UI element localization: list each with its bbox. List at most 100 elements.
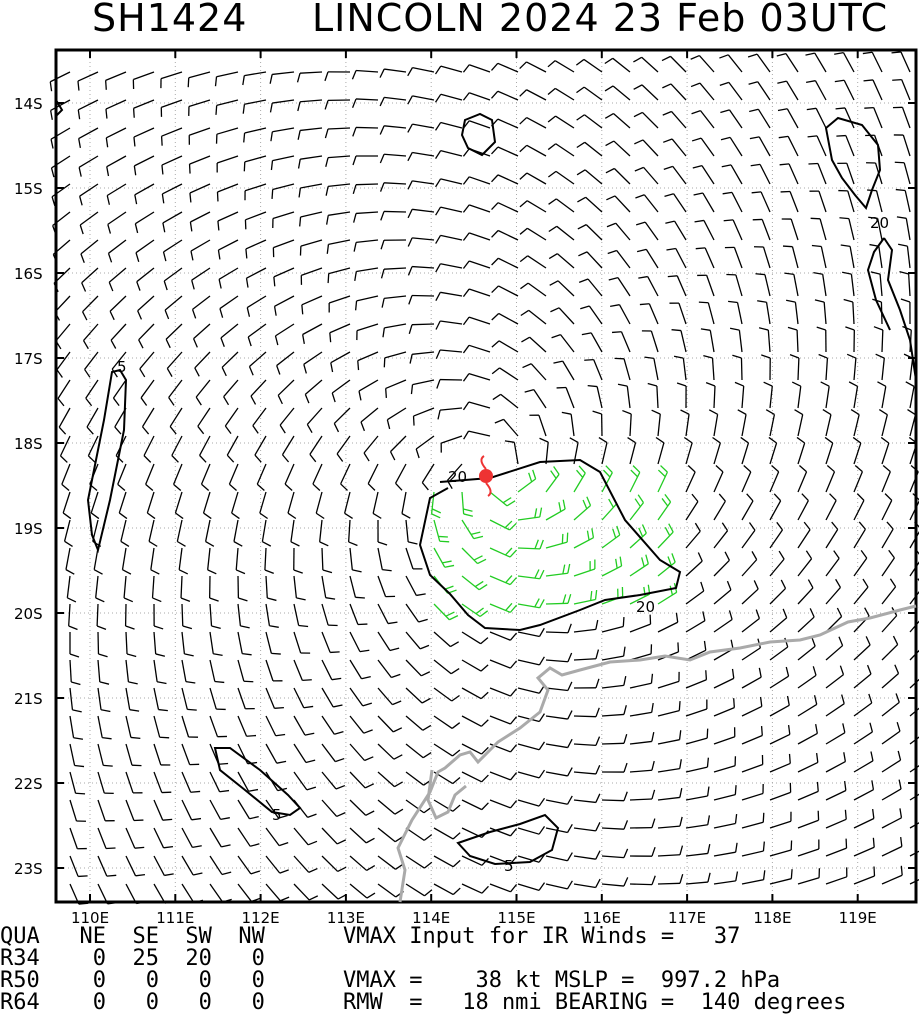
wind-barb-staff bbox=[322, 856, 338, 871]
wind-barb bbox=[665, 194, 686, 212]
wind-barb-staff bbox=[546, 603, 568, 604]
wind-barb bbox=[578, 252, 602, 268]
wind-barb bbox=[770, 494, 781, 520]
wind-barb-flag bbox=[548, 88, 555, 94]
wind-barb bbox=[330, 324, 350, 342]
wind-barb bbox=[380, 97, 406, 106]
wind-barb-staff bbox=[854, 790, 873, 800]
wind-barb-flag bbox=[755, 274, 764, 275]
wind-barb-flag bbox=[408, 238, 412, 247]
wind-barb-staff bbox=[253, 408, 266, 426]
wind-barb-flag bbox=[368, 484, 375, 491]
wind-barb-flag bbox=[58, 398, 64, 405]
wind-barb bbox=[518, 540, 543, 549]
wind-barb-staff bbox=[742, 386, 744, 408]
wind-barb-flag bbox=[392, 701, 401, 705]
wind-barb-flag bbox=[548, 144, 556, 150]
wind-barb-flag bbox=[539, 742, 544, 750]
wind-barb-flag bbox=[193, 309, 196, 318]
wind-barb bbox=[574, 590, 597, 604]
wind-barb bbox=[107, 156, 126, 176]
wind-barb-staff bbox=[247, 296, 266, 308]
wind-barb bbox=[462, 772, 488, 782]
wind-barb bbox=[825, 437, 833, 464]
wind-barb-staff bbox=[846, 136, 854, 156]
wind-barb-staff bbox=[225, 408, 238, 426]
wind-barb-staff bbox=[138, 296, 154, 311]
wind-barb-staff bbox=[57, 352, 70, 370]
wind-barb-flag bbox=[276, 734, 285, 735]
wind-barb-staff bbox=[630, 741, 652, 744]
wind-barb-staff bbox=[683, 358, 686, 380]
wind-barb-staff bbox=[234, 520, 238, 542]
wind-barb bbox=[434, 632, 459, 647]
wind-barb-flag bbox=[802, 494, 809, 501]
wind-barb-flag bbox=[332, 393, 335, 402]
wind-barb bbox=[334, 408, 350, 432]
wind-barb bbox=[548, 144, 574, 156]
wind-barb-staff bbox=[378, 660, 391, 677]
wind-barb-staff bbox=[602, 884, 624, 886]
wind-barb bbox=[713, 437, 721, 464]
wind-barb-flag bbox=[57, 370, 62, 378]
wind-barb bbox=[247, 268, 266, 288]
wind-barb bbox=[327, 240, 350, 254]
wind-barb-staff bbox=[65, 520, 70, 541]
wind-barb bbox=[350, 716, 373, 733]
wind-barb-staff bbox=[742, 414, 746, 436]
wind-barb-flag bbox=[97, 626, 106, 629]
wind-barb bbox=[126, 688, 139, 711]
wind-barb bbox=[546, 824, 572, 832]
wind-barb bbox=[210, 604, 221, 628]
wind-barb bbox=[80, 212, 98, 234]
wind-barb-staff bbox=[378, 744, 394, 759]
wind-barb-flag bbox=[75, 766, 84, 767]
wind-barb bbox=[337, 436, 350, 462]
wind-barb-staff bbox=[434, 548, 445, 567]
wind-barb bbox=[408, 68, 434, 76]
wind-barb-staff bbox=[126, 828, 135, 848]
wind-barb bbox=[126, 828, 144, 848]
wind-barb-staff bbox=[406, 548, 413, 569]
wind-barb-staff bbox=[357, 324, 378, 331]
wind-barb-flag bbox=[492, 258, 499, 265]
wind-barb bbox=[126, 604, 135, 629]
wind-barb-flag bbox=[535, 599, 539, 607]
wind-barb-flag bbox=[249, 790, 258, 792]
wind-barb bbox=[434, 884, 460, 895]
wind-barb bbox=[492, 341, 518, 352]
wind-barb-flag bbox=[251, 396, 256, 404]
wind-barb-staff bbox=[238, 716, 247, 736]
wind-barb bbox=[182, 632, 194, 656]
wind-barb-flag bbox=[416, 594, 425, 596]
wind-barb-staff bbox=[166, 324, 182, 339]
wind-barb bbox=[422, 464, 434, 490]
wind-barb-staff bbox=[798, 588, 813, 604]
wind-barb-staff bbox=[350, 632, 360, 652]
wind-barb bbox=[195, 352, 210, 376]
wind-barb-staff bbox=[854, 645, 870, 660]
wind-barb bbox=[182, 856, 202, 875]
wind-barb bbox=[714, 581, 731, 604]
wind-barb-staff bbox=[490, 492, 507, 506]
wind-barb bbox=[686, 758, 708, 772]
wind-barb bbox=[630, 674, 652, 688]
wind-barb-flag bbox=[861, 550, 867, 558]
wind-barb-flag bbox=[817, 753, 818, 762]
wind-barb bbox=[69, 604, 78, 629]
wind-barb-staff bbox=[742, 619, 759, 632]
wind-barb-flag bbox=[885, 494, 892, 501]
wind-barb-staff bbox=[714, 443, 720, 464]
wind-barb-staff bbox=[245, 184, 266, 191]
wind-barb bbox=[436, 151, 462, 159]
wind-barb-flag bbox=[100, 682, 109, 684]
wind-barb-staff bbox=[384, 324, 406, 328]
wind-barb bbox=[839, 218, 854, 240]
wind-barb-flag bbox=[868, 665, 871, 674]
wind-barb-flag bbox=[391, 452, 395, 460]
wind-barb-flag bbox=[208, 570, 217, 574]
wind-barb-flag bbox=[834, 53, 843, 55]
wind-barb-staff bbox=[707, 275, 714, 296]
wind-barb bbox=[154, 744, 170, 765]
wind-barb-staff bbox=[462, 520, 474, 539]
